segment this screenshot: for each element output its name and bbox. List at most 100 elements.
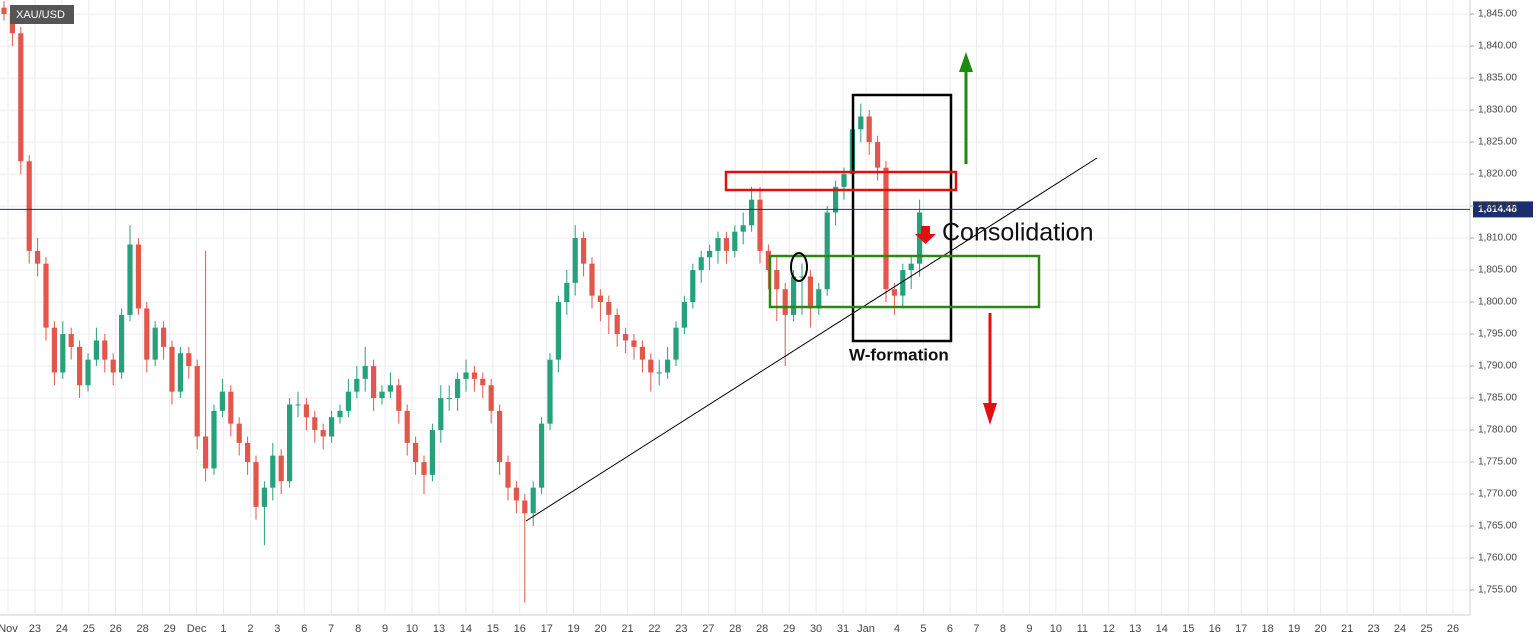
x-tick-label: 25 <box>1420 623 1432 635</box>
x-tick-label: 21 <box>1341 623 1353 635</box>
x-tick-label: 17 <box>1235 623 1247 635</box>
candle-body <box>438 398 444 431</box>
candle-body <box>219 391 225 411</box>
x-tick-label: 4 <box>894 623 900 635</box>
x-tick-label: 20 <box>1314 623 1326 635</box>
candle-body <box>833 186 839 213</box>
candle-body <box>43 263 49 328</box>
candle-body <box>749 199 755 226</box>
x-tick-label: 13 <box>1129 623 1141 635</box>
candle-body <box>858 116 864 130</box>
x-tick-label: 28 <box>729 623 741 635</box>
candle-body <box>631 340 637 347</box>
candle-body <box>362 366 368 379</box>
x-tick-label: 21 <box>621 623 633 635</box>
y-tick-label: 1,825.00 <box>1478 137 1517 148</box>
candle-body <box>547 359 553 424</box>
y-tick-label: 1,835.00 <box>1478 73 1517 84</box>
candle-body <box>270 455 276 488</box>
up-arrow-head <box>959 52 973 72</box>
candle-body <box>455 378 461 399</box>
x-tick-label: 29 <box>163 623 175 635</box>
candle-body <box>463 372 469 379</box>
candle-body <box>337 410 343 418</box>
candle-body <box>639 346 645 360</box>
candle-body <box>799 276 805 278</box>
x-tick-label: 27 <box>702 623 714 635</box>
w-formation-label: W-formation <box>849 345 949 364</box>
x-tick-label: 11 <box>1077 623 1088 635</box>
candle-body <box>665 359 671 373</box>
candle-body <box>530 487 536 514</box>
x-tick-label: 15 <box>1182 623 1194 635</box>
y-tick-label: 1,830.00 <box>1478 105 1517 116</box>
candle-body <box>765 250 771 271</box>
candle-body <box>127 244 133 315</box>
candle-body <box>68 334 74 347</box>
y-tick-label: 1,760.00 <box>1478 553 1517 564</box>
candle-body <box>396 385 402 411</box>
candle-body <box>698 257 704 271</box>
candle-body <box>564 282 570 303</box>
candle-body <box>488 385 494 411</box>
x-tick-label: Dec <box>187 623 207 635</box>
x-tick-label: 19 <box>1288 623 1300 635</box>
x-tick-label: 28 <box>756 623 768 635</box>
candle-body <box>446 398 452 400</box>
candle-body <box>144 308 150 360</box>
candle-body <box>581 238 587 264</box>
candle-body <box>471 372 477 379</box>
candle-body <box>194 366 200 437</box>
x-tick-label: 2 <box>247 623 253 635</box>
candle-body <box>169 346 175 392</box>
x-tick-label: 14 <box>1156 623 1168 635</box>
candle-body <box>228 391 234 424</box>
candle-body <box>791 276 797 315</box>
y-tick-label: 1,805.00 <box>1478 265 1517 276</box>
down-arrow-head <box>983 403 997 425</box>
price-tag-label: 1,814.48 <box>1478 204 1517 215</box>
y-tick-label: 1,795.00 <box>1478 329 1517 340</box>
candle-body <box>648 359 654 373</box>
y-tick-label: 1,810.00 <box>1478 233 1517 244</box>
candle-body <box>1 7 7 15</box>
x-tick-label: 19 <box>568 623 580 635</box>
candle-body <box>261 487 267 507</box>
candle-body <box>656 372 662 374</box>
candle-body <box>278 455 284 482</box>
x-tick-label: 26 <box>1447 623 1459 635</box>
candle-body <box>354 378 360 392</box>
candle-body <box>597 295 603 303</box>
x-tick-label: 24 <box>1394 623 1406 635</box>
candle-body <box>774 270 780 290</box>
x-tick-label: 8 <box>1000 623 1006 635</box>
candle-body <box>404 410 410 443</box>
candle-body <box>203 436 209 469</box>
candle-body <box>26 161 32 251</box>
candle-body <box>908 263 914 271</box>
candle-body <box>77 346 83 386</box>
candle-body <box>707 250 713 258</box>
candle-body <box>900 270 906 296</box>
x-tick-label: 12 <box>1103 623 1115 635</box>
x-tick-label: 26 <box>110 623 122 635</box>
candle-body <box>60 334 66 373</box>
candle-body <box>841 174 847 187</box>
candle-body <box>866 116 872 143</box>
candle-body <box>589 263 595 296</box>
candle-body <box>85 359 91 386</box>
x-tick-label: 25 <box>83 623 95 635</box>
candle-body <box>673 327 679 360</box>
candle-body <box>429 430 435 475</box>
y-tick-label: 1,755.00 <box>1478 585 1517 596</box>
y-tick-label: 1,785.00 <box>1478 393 1517 404</box>
candle-body <box>522 500 528 514</box>
candle-body <box>102 340 108 360</box>
candle-body <box>236 423 242 443</box>
x-tick-label: 13 <box>433 623 445 635</box>
y-tick-label: 1,790.00 <box>1478 361 1517 372</box>
x-tick-label: 9 <box>382 623 388 635</box>
candle-body <box>295 404 301 406</box>
